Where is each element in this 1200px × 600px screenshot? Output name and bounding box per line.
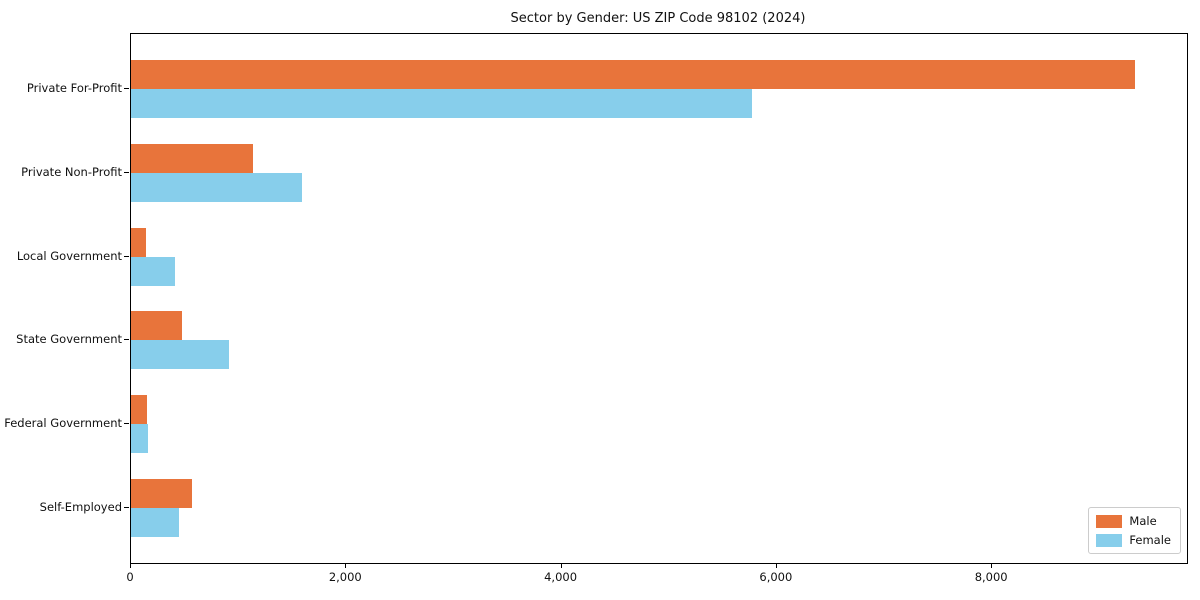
bar-female-local-government [131, 256, 176, 286]
legend-item-female: Female [1096, 533, 1171, 547]
y-tick-mark-self-employed [124, 507, 129, 508]
x-tick-mark-6000 [775, 563, 777, 568]
bar-male-private-for-profit [131, 60, 1136, 89]
bar-female-private-non-profit [131, 172, 303, 202]
x-tick-label-6000: 6,000 [759, 570, 793, 584]
y-tick-mark-state-government [124, 339, 129, 341]
y-tick-label-self-employed: Self-Employed [39, 500, 122, 514]
x-tick-label-8000: 8,000 [974, 570, 1008, 584]
legend-label-male: Male [1129, 514, 1157, 528]
x-tick-mark-0 [130, 563, 131, 568]
y-tick-label-private-for-profit: Private For-Profit [26, 81, 122, 95]
legend-item-male: Male [1096, 514, 1171, 528]
bar-male-federal-government [131, 395, 148, 425]
x-tick-mark-4000 [560, 563, 562, 568]
bar-female-federal-government [131, 424, 149, 454]
y-tick-mark-local-government [124, 255, 129, 257]
male-series-swatch [1096, 514, 1123, 528]
legend: Male Female [1088, 507, 1181, 554]
bar-male-private-non-profit [131, 143, 253, 173]
y-tick-mark-private-for-profit [124, 88, 129, 89]
plot-area: Male Female [130, 33, 1188, 564]
x-tick-label-4000: 4,000 [544, 570, 578, 584]
bar-male-local-government [131, 227, 147, 257]
x-tick-label-2000: 2,000 [328, 570, 362, 584]
y-tick-label-federal-government: Federal Government [4, 416, 122, 431]
y-tick-mark-federal-government [124, 423, 129, 425]
bar-female-private-for-profit [131, 89, 753, 118]
y-tick-label-private-non-profit: Private Non-Profit [21, 164, 122, 179]
y-tick-label-state-government: State Government [16, 332, 122, 347]
bar-male-self-employed [131, 479, 193, 508]
x-tick-mark-2000 [345, 563, 347, 568]
bar-female-state-government [131, 340, 229, 370]
bar-female-self-employed [131, 508, 180, 537]
female-series-swatch [1096, 533, 1123, 547]
y-tick-label-local-government: Local Government [16, 248, 122, 263]
x-tick-mark-8000 [991, 563, 993, 568]
y-tick-mark-private-non-profit [124, 171, 129, 173]
x-tick-label-0: 0 [126, 570, 134, 584]
legend-label-female: Female [1129, 533, 1171, 547]
bar-male-state-government [131, 311, 182, 341]
chart-title: Sector by Gender: US ZIP Code 98102 (202… [510, 11, 806, 26]
